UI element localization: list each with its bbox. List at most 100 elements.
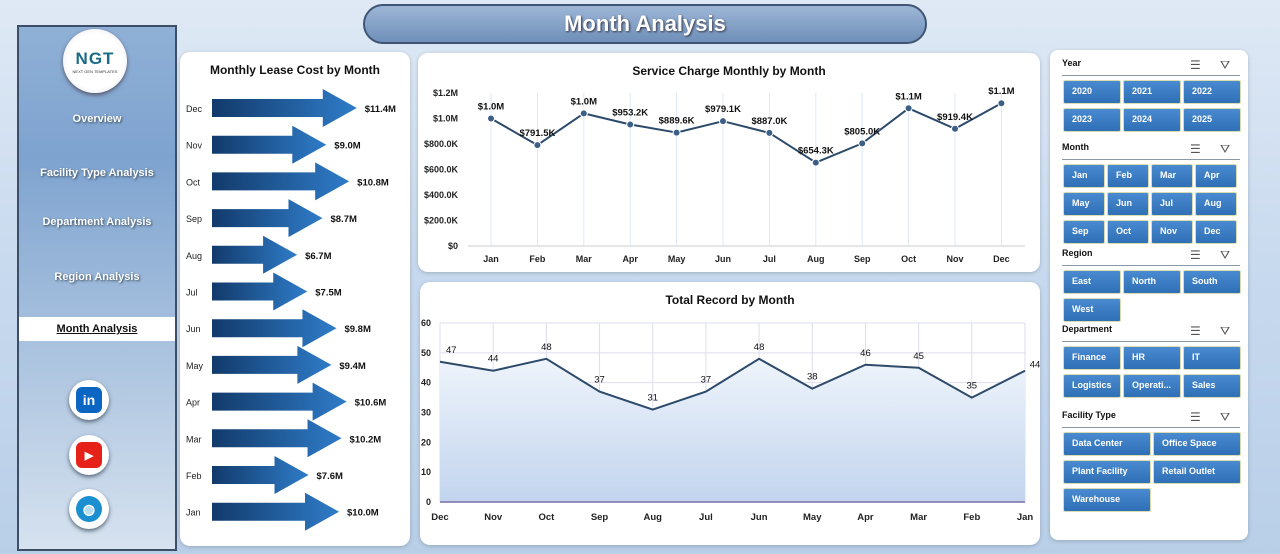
data-label: $9.0M	[334, 141, 360, 152]
data-point	[858, 139, 867, 148]
data-label: $7.5M	[315, 288, 341, 299]
slicer-button-aug[interactable]: Aug	[1195, 192, 1237, 216]
arrow-bar	[212, 199, 323, 238]
x-tick-label: Aug	[807, 254, 825, 264]
multi-select-icon[interactable]: ☰	[1190, 248, 1201, 262]
slicer-button-feb[interactable]: Feb	[1107, 164, 1149, 188]
category-label: Apr	[186, 398, 200, 408]
slicer-button-nov[interactable]: Nov	[1151, 220, 1193, 244]
category-label: Jul	[186, 288, 198, 298]
y-tick-label: 50	[421, 348, 431, 358]
data-label: $10.0M	[347, 508, 379, 519]
clear-filter-icon[interactable]: ⛛	[1220, 142, 1231, 156]
slicer-button-office-space[interactable]: Office Space	[1153, 432, 1241, 456]
chart-title: Monthly Lease Cost by Month	[209, 63, 380, 77]
x-tick-label: Jan	[483, 254, 499, 264]
service-charge-chart: $0 $200.0K $400.0K $600.0K $800.0K $1.0M $1.2M…	[424, 86, 1025, 264]
slicer-button-it[interactable]: IT	[1183, 346, 1241, 370]
x-tick-label: May	[668, 254, 686, 264]
slicer-button-north[interactable]: North	[1123, 270, 1181, 294]
slicer-button-jun[interactable]: Jun	[1107, 192, 1149, 216]
slicer-button-2020[interactable]: 2020	[1063, 80, 1121, 104]
multi-select-icon[interactable]: ☰	[1190, 324, 1201, 338]
data-label: 44	[488, 354, 499, 365]
multi-select-icon[interactable]: ☰	[1190, 410, 1201, 424]
slicer-button-2024[interactable]: 2024	[1123, 108, 1181, 132]
slicer-panel: Year ☰ ⛛ 2020 2021 2022 2023 2024 2025 Month ☰ ⛛ Jan…	[1050, 50, 1248, 540]
x-tick-label: Sep	[591, 512, 609, 523]
arrow-bar	[212, 162, 350, 201]
series-line	[490, 102, 1002, 164]
nav-month-analysis[interactable]: Month Analysis	[19, 317, 175, 341]
slicer-button-south[interactable]: South	[1183, 270, 1241, 294]
chart-title: Total Record by Month	[665, 293, 795, 307]
slicer-button-apr[interactable]: Apr	[1195, 164, 1237, 188]
data-point	[533, 141, 542, 150]
slicer-button-2022[interactable]: 2022	[1183, 80, 1241, 104]
slicer-button-sep[interactable]: Sep	[1063, 220, 1105, 244]
x-tick-label: Oct	[901, 254, 916, 264]
slicer-button-west[interactable]: West	[1063, 298, 1121, 322]
linkedin-button[interactable]: in	[69, 380, 109, 420]
youtube-button[interactable]: ▶	[69, 435, 109, 475]
slicer-button-sales[interactable]: Sales	[1183, 374, 1241, 398]
data-point	[626, 120, 635, 129]
category-label: Feb	[186, 471, 202, 481]
slicer-button-oct[interactable]: Oct	[1107, 220, 1149, 244]
data-label: 47	[446, 345, 457, 356]
slicer-button-operati-[interactable]: Operati...	[1123, 374, 1181, 398]
slicer-button-data-center[interactable]: Data Center	[1063, 432, 1151, 456]
y-tick-label: $1.0M	[433, 114, 458, 124]
lease-cost-card: Monthly Lease Cost by Month Dec $11.4M Nov…	[180, 52, 410, 546]
data-label: 38	[807, 372, 818, 383]
slicer-button-logistics[interactable]: Logistics	[1063, 374, 1121, 398]
sidebar: NGT NEXT GEN TEMPLATES Overview Facility …	[17, 25, 177, 551]
slicer-button-hr[interactable]: HR	[1123, 346, 1181, 370]
series-line	[439, 357, 1026, 411]
slicer-button-2021[interactable]: 2021	[1123, 80, 1181, 104]
website-button[interactable]: ◍	[69, 489, 109, 529]
clear-filter-icon[interactable]: ⛛	[1220, 410, 1231, 424]
data-label: $1.1M	[988, 86, 1014, 97]
arrow-bar	[212, 456, 309, 494]
slicer-button-east[interactable]: East	[1063, 270, 1121, 294]
data-point	[719, 117, 727, 126]
data-label: $10.6M	[355, 398, 387, 409]
x-tick-label: Jul	[763, 254, 776, 264]
total-record-card: Total Record by Month 0 10 20 30 40 50 60 Dec No…	[420, 282, 1040, 545]
slicer-button-jan[interactable]: Jan	[1063, 164, 1105, 188]
data-label: $889.6K	[659, 116, 695, 127]
data-label: 48	[754, 342, 765, 353]
data-label: $791.5K	[519, 128, 555, 139]
nav-facility-type-analysis[interactable]: Facility Type Analysis	[40, 167, 154, 179]
nav-department-analysis[interactable]: Department Analysis	[42, 216, 152, 228]
slicer-button-may[interactable]: May	[1063, 192, 1105, 216]
multi-select-icon[interactable]: ☰	[1190, 58, 1201, 72]
slicer-button-2023[interactable]: 2023	[1063, 108, 1121, 132]
arrow-bar	[212, 309, 337, 348]
data-label: $654.3K	[798, 146, 834, 157]
slicer-button-finance[interactable]: Finance	[1063, 346, 1121, 370]
slicer-button-warehouse[interactable]: Warehouse	[1063, 488, 1151, 512]
x-tick-label: Mar	[910, 512, 927, 523]
slicer-button-mar[interactable]: Mar	[1151, 164, 1193, 188]
logo: NGT NEXT GEN TEMPLATES	[63, 29, 127, 93]
x-tick-label: Jun	[715, 254, 731, 264]
clear-filter-icon[interactable]: ⛛	[1220, 324, 1231, 338]
x-tick-label: Dec	[431, 512, 448, 523]
nav-region-analysis[interactable]: Region Analysis	[54, 271, 140, 283]
slicer-header-month: Month ☰ ⛛	[1062, 142, 1240, 160]
slicer-button-2025[interactable]: 2025	[1183, 108, 1241, 132]
clear-filter-icon[interactable]: ⛛	[1220, 58, 1231, 72]
x-tick-label: Nov	[484, 512, 503, 523]
data-label: 45	[913, 351, 924, 362]
slicer-button-plant-facility[interactable]: Plant Facility	[1063, 460, 1151, 484]
data-label: 37	[701, 375, 712, 386]
slicer-button-dec[interactable]: Dec	[1195, 220, 1237, 244]
multi-select-icon[interactable]: ☰	[1190, 142, 1201, 156]
data-label: $10.8M	[357, 177, 389, 188]
clear-filter-icon[interactable]: ⛛	[1220, 248, 1231, 262]
nav-overview[interactable]: Overview	[72, 113, 122, 125]
slicer-button-retail-outlet[interactable]: Retail Outlet	[1153, 460, 1241, 484]
slicer-button-jul[interactable]: Jul	[1151, 192, 1193, 216]
